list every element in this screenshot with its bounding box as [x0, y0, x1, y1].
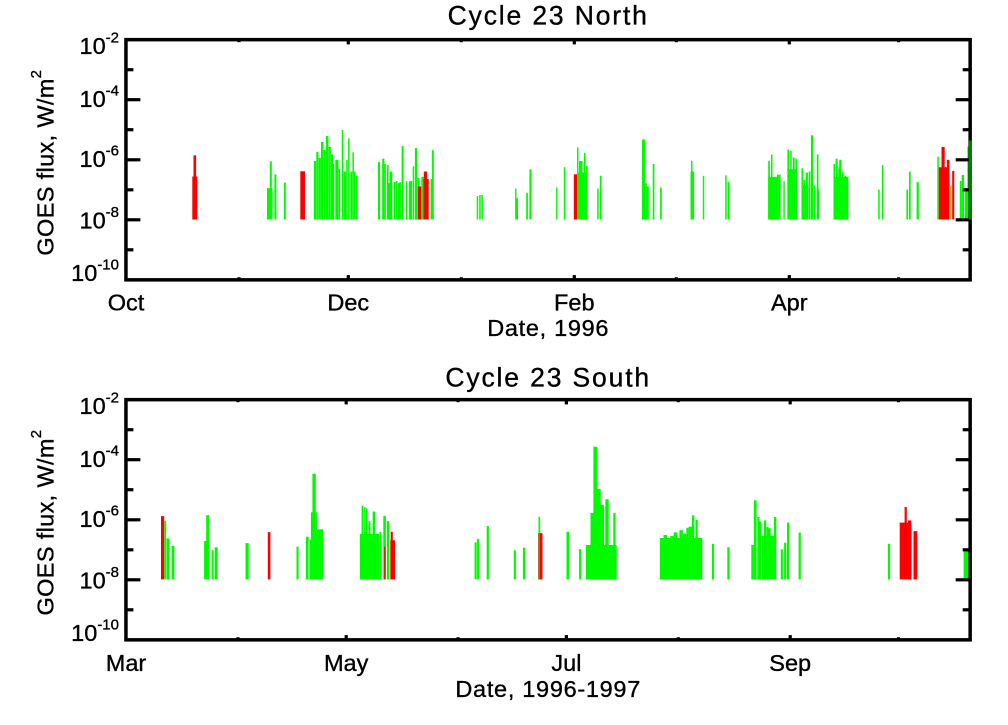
svg-text:Cycle 23 South: Cycle 23 South: [445, 362, 651, 392]
svg-text:Feb: Feb: [554, 290, 595, 316]
svg-text:10-6: 10-6: [80, 143, 119, 173]
svg-text:Oct: Oct: [108, 290, 145, 316]
svg-text:10-2: 10-2: [80, 30, 119, 60]
svg-text:10-8: 10-8: [80, 564, 119, 594]
svg-text:Mar: Mar: [106, 650, 147, 676]
svg-text:Apr: Apr: [771, 290, 808, 316]
svg-text:Cycle 23 North: Cycle 23 North: [448, 0, 649, 30]
svg-text:Date, 1996: Date, 1996: [487, 315, 609, 341]
svg-text:GOES flux, W/m2: GOES flux, W/m2: [28, 70, 59, 256]
svg-text:Jul: Jul: [551, 650, 581, 676]
svg-text:Sep: Sep: [769, 650, 811, 676]
svg-text:Dec: Dec: [327, 290, 369, 316]
svg-text:GOES flux, W/m2: GOES flux, W/m2: [28, 430, 59, 616]
svg-text:May: May: [324, 650, 369, 676]
svg-text:10-4: 10-4: [80, 83, 119, 113]
svg-text:Date, 1996-1997: Date, 1996-1997: [455, 676, 641, 702]
svg-text:10-8: 10-8: [80, 204, 119, 234]
